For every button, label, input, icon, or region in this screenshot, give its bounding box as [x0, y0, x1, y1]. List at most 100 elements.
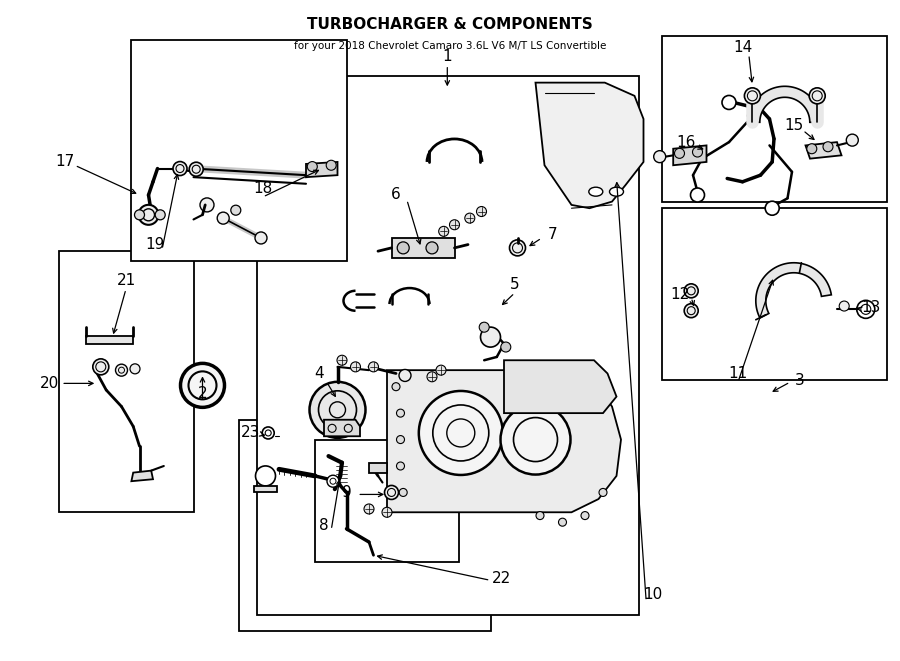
Text: 22: 22: [491, 571, 511, 586]
Polygon shape: [392, 238, 454, 258]
Circle shape: [438, 226, 449, 237]
Circle shape: [368, 362, 379, 372]
Circle shape: [255, 232, 267, 244]
Ellipse shape: [589, 187, 603, 196]
Circle shape: [481, 327, 500, 347]
Circle shape: [692, 147, 703, 157]
Text: 15: 15: [784, 118, 804, 133]
Circle shape: [200, 198, 214, 212]
Circle shape: [426, 242, 438, 254]
Circle shape: [744, 88, 760, 104]
Circle shape: [155, 210, 166, 220]
Circle shape: [823, 141, 833, 152]
Bar: [315, 440, 459, 562]
Circle shape: [857, 300, 875, 319]
Bar: [58, 251, 194, 512]
Circle shape: [337, 355, 347, 366]
Text: 6: 6: [392, 188, 400, 202]
Circle shape: [256, 466, 275, 486]
Circle shape: [674, 148, 685, 159]
Text: 17: 17: [55, 155, 75, 169]
Text: 23: 23: [240, 426, 260, 440]
Circle shape: [181, 364, 224, 407]
Text: 9: 9: [342, 485, 351, 500]
Polygon shape: [86, 336, 133, 344]
Circle shape: [479, 322, 490, 332]
Circle shape: [536, 512, 544, 520]
Circle shape: [722, 95, 736, 110]
Circle shape: [500, 342, 511, 352]
Circle shape: [839, 301, 850, 311]
Polygon shape: [369, 463, 387, 473]
Circle shape: [809, 88, 825, 104]
Circle shape: [364, 504, 374, 514]
Circle shape: [748, 112, 755, 120]
Circle shape: [217, 212, 230, 224]
Polygon shape: [387, 370, 621, 512]
Text: 8: 8: [320, 518, 328, 533]
Polygon shape: [806, 142, 842, 159]
Text: 14: 14: [733, 40, 752, 55]
Bar: [256, 76, 639, 615]
Polygon shape: [749, 87, 821, 122]
Bar: [238, 420, 490, 631]
Circle shape: [262, 427, 274, 439]
Circle shape: [418, 391, 503, 475]
Text: 18: 18: [253, 181, 273, 196]
Text: 11: 11: [728, 366, 748, 381]
Circle shape: [397, 242, 410, 254]
Circle shape: [397, 462, 404, 470]
Circle shape: [189, 162, 203, 176]
Text: 16: 16: [676, 135, 696, 149]
Circle shape: [130, 364, 140, 374]
Circle shape: [581, 512, 589, 520]
Text: 4: 4: [315, 366, 324, 381]
Circle shape: [392, 383, 400, 391]
Circle shape: [427, 371, 437, 382]
Ellipse shape: [609, 187, 624, 196]
Polygon shape: [254, 486, 277, 492]
Circle shape: [384, 485, 399, 500]
Circle shape: [690, 188, 705, 202]
Text: 13: 13: [861, 300, 881, 315]
Circle shape: [476, 206, 487, 217]
Text: 3: 3: [795, 373, 804, 387]
Circle shape: [350, 362, 361, 372]
Circle shape: [684, 284, 698, 298]
Text: for your 2018 Chevrolet Camaro 3.6L V6 M/T LS Convertible: for your 2018 Chevrolet Camaro 3.6L V6 M…: [293, 41, 607, 51]
Polygon shape: [536, 83, 644, 208]
Text: 2: 2: [198, 386, 207, 401]
Polygon shape: [306, 162, 338, 177]
Text: TURBOCHARGER & COMPONENTS: TURBOCHARGER & COMPONENTS: [307, 17, 593, 32]
Circle shape: [599, 488, 607, 496]
Circle shape: [310, 382, 365, 438]
Circle shape: [559, 518, 566, 526]
Circle shape: [307, 161, 318, 172]
Text: 1: 1: [443, 49, 452, 63]
Polygon shape: [324, 420, 360, 436]
Circle shape: [500, 405, 571, 475]
Text: 10: 10: [644, 588, 663, 602]
Circle shape: [326, 160, 337, 171]
Polygon shape: [673, 145, 707, 165]
Polygon shape: [756, 263, 832, 318]
Polygon shape: [504, 360, 616, 413]
Circle shape: [684, 303, 698, 318]
Circle shape: [115, 364, 128, 376]
Circle shape: [400, 488, 407, 496]
Circle shape: [653, 151, 666, 163]
Text: 21: 21: [116, 274, 136, 288]
Text: 7: 7: [548, 227, 557, 242]
Circle shape: [765, 201, 779, 215]
Circle shape: [327, 475, 339, 487]
Circle shape: [436, 365, 446, 375]
Circle shape: [399, 369, 411, 381]
Circle shape: [397, 409, 404, 417]
Circle shape: [173, 161, 187, 176]
Text: 20: 20: [40, 376, 59, 391]
Circle shape: [806, 143, 817, 154]
Text: 12: 12: [670, 287, 689, 301]
Circle shape: [464, 213, 475, 223]
Polygon shape: [131, 471, 153, 481]
Text: 5: 5: [510, 277, 519, 292]
